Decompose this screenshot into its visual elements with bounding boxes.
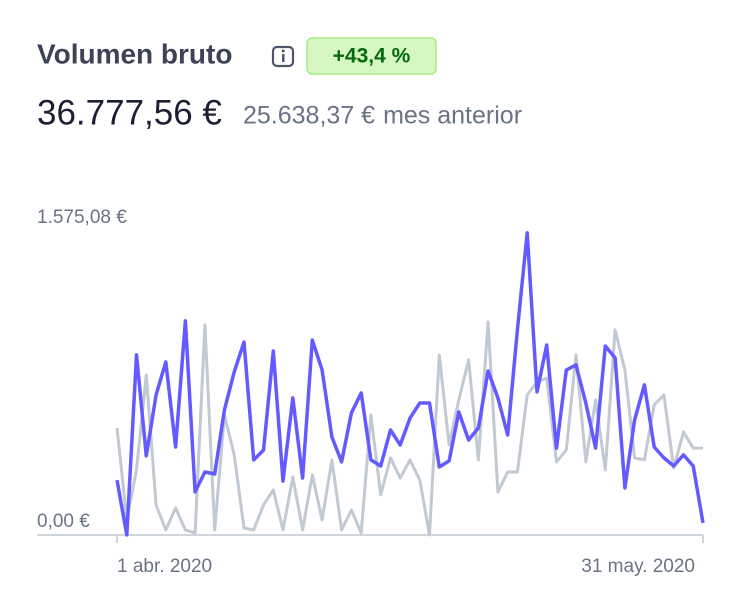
series-line [115, 320, 703, 537]
info-dot [281, 49, 285, 53]
change-badge: +43,4 % [333, 45, 411, 68]
total-value: 36.777,56 € [37, 93, 222, 132]
previous-label: mes anterior [383, 102, 522, 130]
series-line [115, 231, 705, 537]
title: Volumen bruto [37, 38, 232, 69]
badge-bg [306, 37, 437, 75]
info-stem [282, 54, 285, 62]
y-tick-label: 1.575,08 € [37, 207, 127, 228]
info-box[interactable] [271, 45, 295, 68]
x-tick-label: 1 abr. 2020 [117, 556, 212, 577]
y-tick-label: 0,00 € [37, 511, 90, 532]
info-icon[interactable] [271, 45, 295, 68]
previous-value: 25.638,37 € [243, 102, 375, 130]
x-tick-label: 31 may. 2020 [581, 556, 695, 577]
